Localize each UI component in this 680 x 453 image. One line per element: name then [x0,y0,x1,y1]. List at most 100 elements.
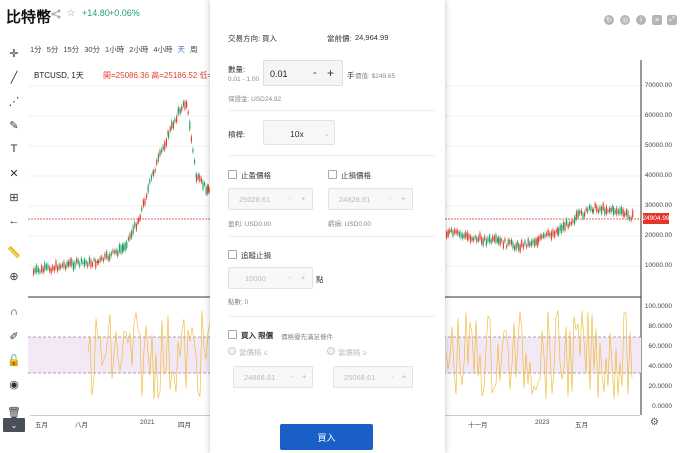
zoom-in-icon[interactable]: ⊕ [9,270,19,283]
candle-body [492,236,494,241]
info-icon[interactable]: i [636,15,646,25]
interval-4[interactable]: 1小時 [105,45,125,54]
candle-body [471,237,473,241]
refresh-icon[interactable]: ↻ [604,15,614,25]
limit-above-value[interactable]: 25068.61 [344,373,376,382]
limit-radio-below[interactable] [228,347,236,355]
candle-body [63,261,65,268]
stop-loss-loss: 虧損: USD0.00 [328,221,371,228]
candle-body [139,215,141,221]
interval-3[interactable]: 30分 [84,45,101,54]
candle-body [499,238,501,246]
lock-icon[interactable]: 🔓 [7,354,21,367]
symbol-label[interactable]: BTCUSD, 1天 [34,71,84,80]
candle-body [514,245,516,250]
limit-below-minus-button[interactable]: - [291,372,294,381]
take-profit-minus-button[interactable]: - [289,194,292,203]
qty-plus-button[interactable]: + [327,66,335,80]
limit-below-stepper[interactable]: 24868.61 - + [233,366,313,388]
oscillator-tick: 0.0000 [652,403,672,410]
take-profit-value[interactable]: 25028.61 [239,195,271,204]
ruler-icon[interactable]: 📏 [7,246,21,259]
candle-body [138,218,140,223]
pattern-icon[interactable]: ✕ [9,167,19,180]
take-profit-plus-button[interactable]: + [301,194,306,203]
drawing-toolbar: ✛ ╱ ⋰ ✎ T ✕ ⊞ ← 📏 ⊕ ∩ ✐ 🔓 ◉ 🗑 [0,40,28,453]
candle-body [196,176,198,182]
trailing-stop-stepper[interactable]: 10000 - + [228,267,313,289]
candle-body [95,260,97,268]
star-icon[interactable]: ☆ [66,7,76,19]
limit-above-minus-button[interactable]: - [391,372,394,381]
candle-body [162,145,164,150]
list-icon[interactable]: ≡ [652,15,662,25]
interval-7[interactable]: 天 [177,45,186,54]
interval-6[interactable]: 4小時 [153,45,173,54]
candle-body [192,148,194,152]
trailing-plus-button[interactable]: + [301,273,306,282]
trailing-stop-value[interactable]: 10000 [245,274,266,283]
fullscreen-icon[interactable]: ⤢ [667,15,677,25]
candle-body [109,254,111,260]
limit-order-checkbox[interactable] [228,330,237,339]
quantity-stepper[interactable]: 0.01 - + [263,60,343,86]
candle-body [521,240,523,247]
take-profit-checkbox[interactable] [228,170,237,179]
candle-body [512,242,514,249]
candle-body [106,251,108,258]
stop-loss-plus-button[interactable]: + [401,194,406,203]
compass-icon[interactable]: ◎ [620,15,630,25]
interval-8[interactable]: 周 [190,45,198,54]
text-icon[interactable]: T [10,143,18,155]
stop-loss-value[interactable]: 24828.61 [339,195,371,204]
time-label: 五月 [575,422,588,429]
trendline-icon[interactable]: ╱ [10,71,18,84]
eye-icon[interactable]: ◉ [9,378,19,391]
interval-1[interactable]: 5分 [46,45,59,54]
trailing-minus-button[interactable]: - [289,273,292,282]
chart-settings-icon[interactable]: ⚙ [650,417,659,428]
share-icon[interactable] [50,8,62,20]
stop-loss-minus-button[interactable]: - [389,194,392,203]
stop-loss-checkbox[interactable] [328,170,337,179]
pencil-lock-icon[interactable]: ✐ [9,330,19,343]
candle-body [592,209,594,213]
limit-radio-above[interactable] [327,347,335,355]
qty-minus-button[interactable]: - [313,67,317,79]
leverage-value[interactable]: 10x [290,129,304,139]
leverage-select[interactable]: 10x ⌄ [263,120,335,145]
candle-body [570,221,572,225]
candle-body [538,237,540,243]
buy-button[interactable]: 買入 [280,424,373,450]
crosshair-icon[interactable]: ✛ [9,47,19,60]
candle-body [102,258,104,262]
candle-body [610,208,612,213]
take-profit-stepper[interactable]: 25028.61 - + [228,188,313,210]
brush-icon[interactable]: ✎ [9,119,19,132]
price-tick: 50000.00 [644,142,672,149]
stop-loss-stepper[interactable]: 24828.61 - + [328,188,413,210]
limit-below-plus-button[interactable]: + [302,372,307,381]
fib-icon[interactable]: ⋰ [8,95,20,108]
limit-above-stepper[interactable]: 25068.61 - + [333,366,413,388]
measure-icon[interactable]: ⊞ [9,191,19,204]
interval-0[interactable]: 1分 [30,45,42,54]
candle-body [506,245,508,248]
limit-above-plus-button[interactable]: + [402,372,407,381]
interval-5[interactable]: 2小時 [129,45,149,54]
trailing-points: 點數: 0 [228,299,249,306]
collapse-toolbar-button[interactable]: ⌄ [3,418,25,432]
back-arrow-icon[interactable]: ← [8,215,20,227]
candle-body [614,210,616,214]
candle-body [60,265,62,269]
limit-below-value[interactable]: 24868.61 [244,373,276,382]
candle-body [509,240,511,244]
trailing-stop-checkbox[interactable] [228,250,237,259]
candle-body [45,264,47,270]
qty-value[interactable]: 0.01 [270,69,288,79]
trash-icon[interactable]: 🗑 [7,406,21,419]
magnet-icon[interactable]: ∩ [10,306,18,318]
interval-2[interactable]: 15分 [63,45,80,54]
candle-body [79,262,81,267]
candle-body [629,217,631,220]
